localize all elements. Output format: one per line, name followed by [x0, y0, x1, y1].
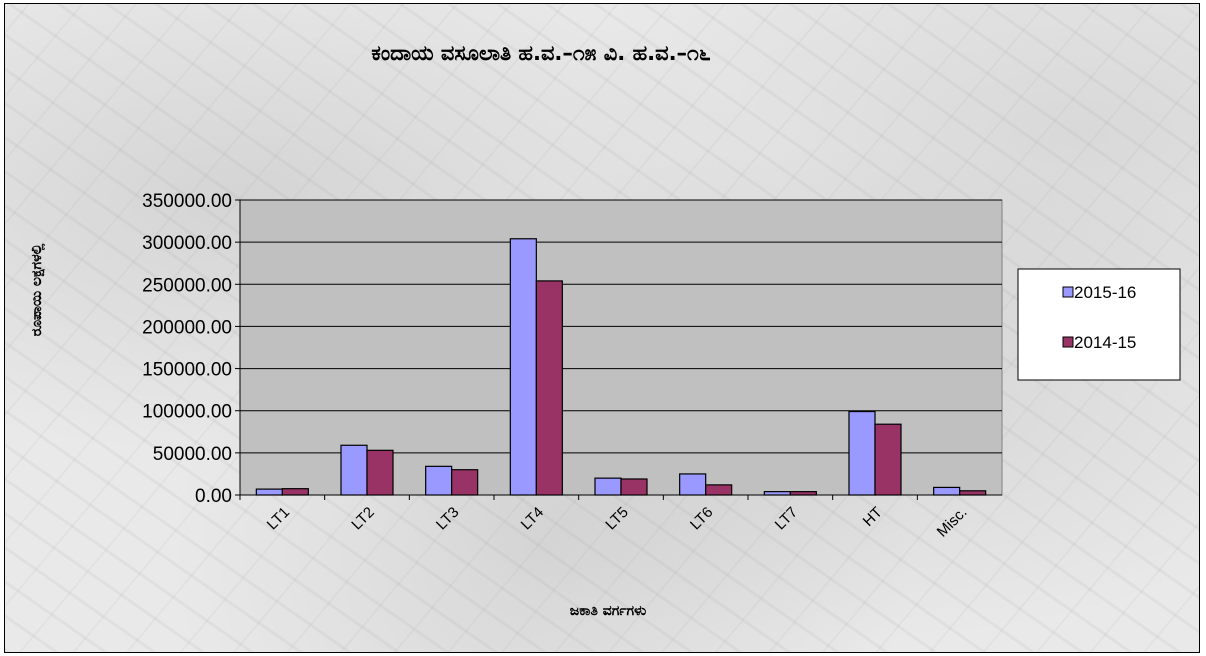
x-axis-ticks: LT1 LT2 LT3 LT4 LT5 LT6 LT7 HT Misc.: [239, 495, 971, 541]
bar-lt2-2015-16: [340, 444, 368, 496]
bar-ht-2014-15: [874, 423, 902, 496]
legend-swatch-2014-15: [1062, 336, 1074, 348]
y-tick-label: 250000.00: [142, 275, 232, 296]
y-axis-title: ರೂಪಾಯಿ ಲಕ್ಷಗಳಲ್ಲಿ: [29, 244, 46, 337]
legend: 2015-16 2014-15: [1017, 268, 1181, 381]
bars: [255, 238, 987, 496]
x-tick-label: LT2: [348, 504, 378, 534]
y-tick-label: 0.00: [195, 486, 232, 507]
bar-ht-2015-16: [848, 410, 876, 496]
x-tick-label: HT: [860, 504, 886, 530]
legend-label-2015-16: 2015-16: [1074, 283, 1136, 302]
chart-title: ಕಂದಾಯ ವಸೂಲಾತಿ ಹ.ವ.–೧೫ ವಿ. ಹ.ವ.–೧೬: [371, 41, 710, 65]
y-axis-ticks: 0.00 50000.00 100000.00 150000.00 200000.00 2…: [142, 191, 240, 507]
x-tick-label: Misc.: [934, 504, 971, 541]
legend-swatch-2015-16: [1062, 286, 1074, 298]
bar-lt1-2014-15: [281, 488, 309, 496]
bar-lt5-2015-16: [594, 477, 622, 496]
bar-lt3-2014-15: [451, 469, 479, 496]
bar-lt7-2015-16: [763, 491, 791, 496]
y-tick-label: 200000.00: [142, 317, 232, 338]
bar-lt4-2015-16: [509, 238, 537, 496]
chart-frame: ಕಂದಾಯ ವಸೂಲಾತಿ ಹ.ವ.–೧೫ ವಿ. ಹ.ವ.–೧೬ 0.00 50…: [4, 3, 1200, 653]
bar-lt6-2014-15: [705, 484, 733, 496]
bar-lt4-2014-15: [535, 280, 563, 496]
y-tick-label: 50000.00: [153, 444, 232, 465]
x-tick-label: LT6: [687, 504, 717, 534]
y-tick-label: 300000.00: [142, 233, 232, 254]
bar-lt7-2014-15: [789, 491, 817, 496]
bar-misc-2014-15: [959, 490, 987, 496]
bar-lt6-2015-16: [679, 473, 707, 496]
x-tick-label: LT1: [264, 504, 294, 534]
y-tick-label: 150000.00: [142, 360, 232, 381]
y-tick-label: 100000.00: [142, 402, 232, 423]
legend-box: [1017, 268, 1181, 381]
y-tick-label: 350000.00: [142, 191, 232, 212]
bar-lt2-2014-15: [366, 449, 394, 496]
bar-misc-2015-16: [933, 486, 961, 496]
x-tick-label: LT7: [772, 504, 802, 534]
x-tick-label: LT3: [433, 504, 463, 534]
x-axis-title: ಜಕಾತಿ ವರ್ಗಗಳು: [570, 603, 647, 619]
revenue-bar-chart: ಕಂದಾಯ ವಸೂಲಾತಿ ಹ.ವ.–೧೫ ವಿ. ಹ.ವ.–೧೬ 0.00 50…: [29, 41, 1181, 619]
x-tick-label: LT5: [602, 504, 632, 534]
legend-label-2014-15: 2014-15: [1074, 333, 1136, 352]
bar-lt1-2015-16: [255, 488, 283, 496]
bar-lt3-2015-16: [425, 465, 453, 496]
bar-lt5-2014-15: [620, 478, 648, 496]
x-tick-label: LT4: [518, 504, 548, 534]
